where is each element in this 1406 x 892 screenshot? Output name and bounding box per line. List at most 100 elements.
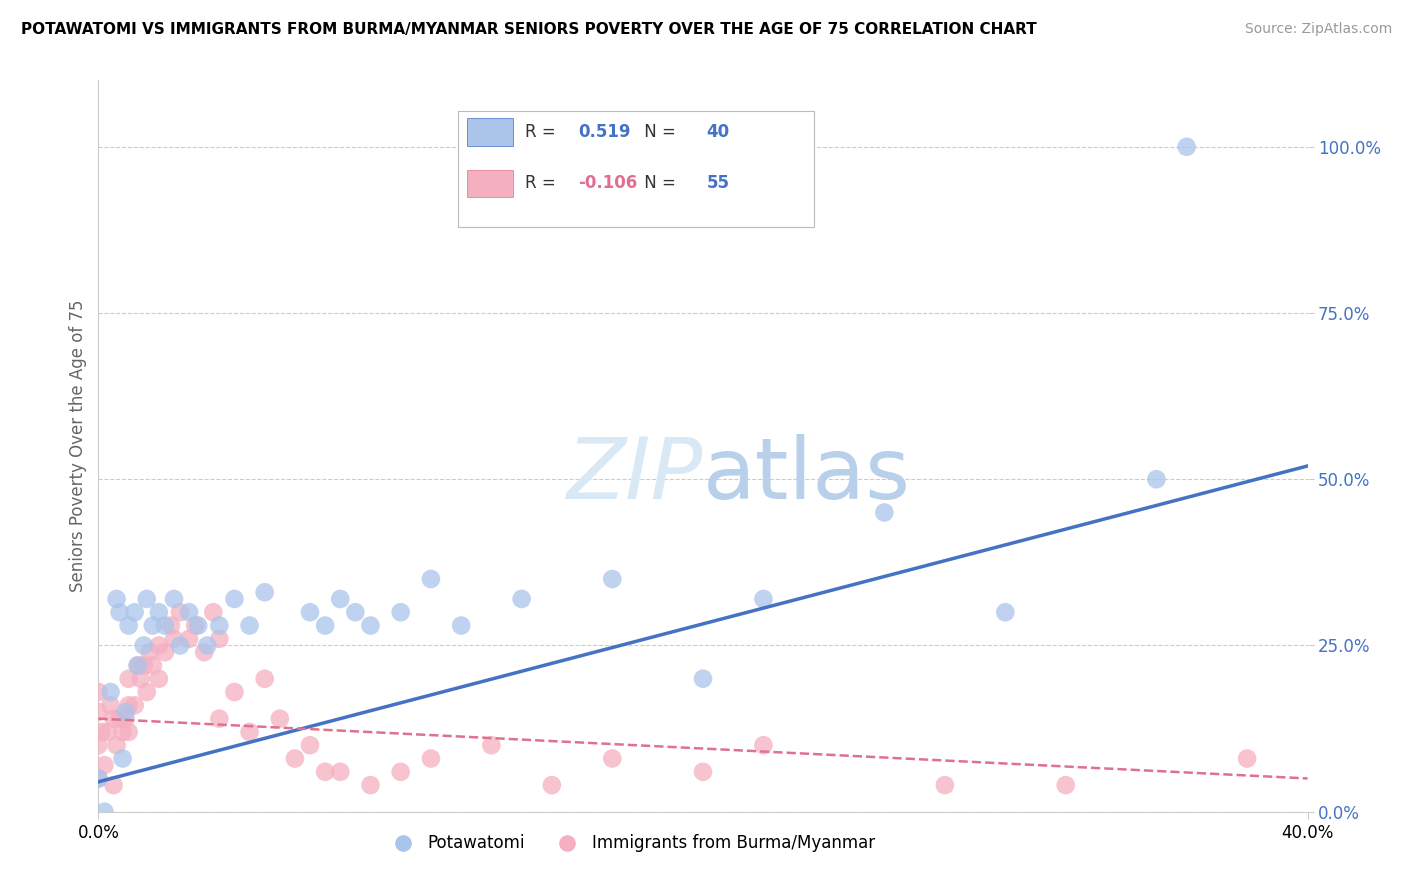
Point xyxy=(481,738,503,752)
Point xyxy=(142,658,165,673)
Point xyxy=(1144,472,1167,486)
Point xyxy=(132,639,155,653)
Point xyxy=(111,751,134,765)
Point xyxy=(105,591,128,606)
Point xyxy=(87,685,110,699)
Point xyxy=(389,605,412,619)
Point xyxy=(224,591,246,606)
Point xyxy=(135,591,157,606)
Point xyxy=(195,639,218,653)
Point xyxy=(602,751,624,765)
Point xyxy=(153,618,176,632)
Point xyxy=(202,605,225,619)
Point xyxy=(160,618,183,632)
Point xyxy=(87,705,110,719)
Point xyxy=(420,751,443,765)
Point xyxy=(87,772,110,786)
Point xyxy=(87,772,110,786)
Point xyxy=(124,605,146,619)
Text: 55: 55 xyxy=(707,175,730,193)
Point xyxy=(108,605,131,619)
Point xyxy=(93,758,115,772)
Point xyxy=(87,738,110,752)
Point xyxy=(208,712,231,726)
Point xyxy=(127,658,149,673)
Point xyxy=(163,591,186,606)
Point xyxy=(148,639,170,653)
Point xyxy=(118,698,141,713)
Point xyxy=(450,618,472,632)
Point xyxy=(994,605,1017,619)
Point xyxy=(179,605,201,619)
Point xyxy=(111,725,134,739)
Point xyxy=(389,764,412,779)
Point xyxy=(329,764,352,779)
Point xyxy=(1054,778,1077,792)
Point xyxy=(169,605,191,619)
Text: 0.519: 0.519 xyxy=(578,123,631,141)
Point xyxy=(100,698,122,713)
Point xyxy=(299,738,322,752)
Point xyxy=(420,572,443,586)
Text: -0.106: -0.106 xyxy=(578,175,638,193)
Point xyxy=(93,805,115,819)
Point xyxy=(184,618,207,632)
Text: R =: R = xyxy=(526,175,561,193)
Point xyxy=(692,672,714,686)
Point xyxy=(253,672,276,686)
Point xyxy=(360,618,382,632)
Point xyxy=(100,685,122,699)
Point xyxy=(284,751,307,765)
Point xyxy=(752,738,775,752)
Text: N =: N = xyxy=(638,123,681,141)
Point xyxy=(132,658,155,673)
Point xyxy=(103,778,125,792)
Point xyxy=(752,591,775,606)
Point xyxy=(142,618,165,632)
Point xyxy=(253,585,276,599)
Point xyxy=(193,645,215,659)
Point xyxy=(934,778,956,792)
Point xyxy=(344,605,367,619)
Point xyxy=(148,672,170,686)
Legend: Potawatomi, Immigrants from Burma/Myanmar: Potawatomi, Immigrants from Burma/Myanma… xyxy=(380,827,882,858)
Point xyxy=(118,725,141,739)
Point xyxy=(163,632,186,646)
Point xyxy=(269,712,291,726)
Point xyxy=(114,705,136,719)
Point xyxy=(118,618,141,632)
Point xyxy=(239,725,262,739)
Point xyxy=(208,618,231,632)
Point xyxy=(1175,140,1198,154)
Point xyxy=(299,605,322,619)
Point xyxy=(873,506,896,520)
Point xyxy=(153,645,176,659)
Text: POTAWATOMI VS IMMIGRANTS FROM BURMA/MYANMAR SENIORS POVERTY OVER THE AGE OF 75 C: POTAWATOMI VS IMMIGRANTS FROM BURMA/MYAN… xyxy=(21,22,1036,37)
Text: N =: N = xyxy=(638,175,681,193)
Point xyxy=(510,591,533,606)
Point xyxy=(124,698,146,713)
Text: Source: ZipAtlas.com: Source: ZipAtlas.com xyxy=(1244,22,1392,37)
Point xyxy=(602,572,624,586)
Point xyxy=(135,685,157,699)
Point xyxy=(329,591,352,606)
Point xyxy=(148,605,170,619)
Point xyxy=(129,672,152,686)
Point xyxy=(1236,751,1258,765)
Point xyxy=(139,645,162,659)
Point xyxy=(224,685,246,699)
Point xyxy=(187,618,209,632)
Y-axis label: Seniors Poverty Over the Age of 75: Seniors Poverty Over the Age of 75 xyxy=(69,300,87,592)
Text: atlas: atlas xyxy=(703,434,911,516)
Point xyxy=(169,639,191,653)
Point xyxy=(692,764,714,779)
Point xyxy=(314,618,336,632)
Point xyxy=(179,632,201,646)
Point xyxy=(103,712,125,726)
Text: ZIP: ZIP xyxy=(567,434,703,516)
Point xyxy=(314,764,336,779)
Point xyxy=(108,712,131,726)
Text: 40: 40 xyxy=(707,123,730,141)
FancyBboxPatch shape xyxy=(457,111,814,227)
Point xyxy=(239,618,262,632)
